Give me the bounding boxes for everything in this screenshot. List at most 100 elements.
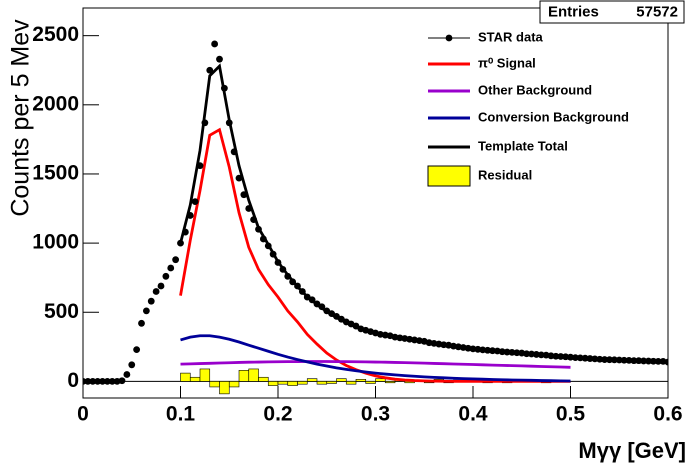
data-point	[264, 242, 272, 250]
data-point	[630, 357, 638, 365]
data-point	[142, 307, 150, 315]
residual-bar	[228, 381, 240, 388]
y-tick-label: 500	[44, 300, 79, 323]
data-point	[201, 119, 209, 127]
data-point	[216, 55, 223, 63]
data-point	[308, 296, 316, 304]
data-point	[162, 272, 170, 280]
stats-label: Entries	[548, 3, 599, 20]
x-tick-label: 0.5	[556, 403, 586, 426]
residual-bar	[345, 381, 357, 385]
data-point	[620, 356, 628, 364]
residual-bar	[238, 370, 250, 382]
data-point	[279, 265, 287, 273]
data-point	[489, 347, 496, 355]
legend-swatch	[427, 165, 471, 187]
fit-curve	[180, 360, 571, 369]
data-point	[649, 357, 657, 365]
residual-bar	[365, 381, 376, 384]
data-point	[289, 278, 297, 286]
x-axis-label: Mγγ [GeV]	[578, 438, 686, 463]
data-point	[108, 378, 116, 385]
residual-bar	[287, 381, 298, 386]
x-tick-label: 0.4	[458, 403, 488, 426]
data-point	[469, 345, 477, 353]
data-point	[498, 348, 506, 356]
data-point	[294, 282, 301, 290]
residual-bar	[326, 381, 337, 384]
data-point	[664, 358, 668, 366]
y-tick-label: 1500	[32, 162, 79, 185]
residual-bar	[336, 378, 347, 382]
data-point	[235, 174, 243, 182]
data-point	[591, 355, 599, 363]
data-point	[103, 378, 111, 385]
data-point	[128, 361, 136, 369]
data-point	[610, 356, 618, 364]
data-point	[138, 319, 145, 327]
data-point	[596, 355, 604, 363]
data-point	[181, 228, 189, 236]
x-tick-label: 0.2	[263, 403, 292, 426]
legend-marker	[445, 34, 453, 42]
residual-bar	[180, 372, 191, 382]
x-tick-label: 0	[77, 403, 89, 426]
data-point	[645, 357, 652, 365]
residual-bar	[258, 376, 269, 382]
data-point	[547, 352, 555, 360]
data-point	[172, 256, 180, 264]
data-point	[503, 348, 511, 356]
data-point	[147, 297, 155, 305]
data-point	[99, 378, 106, 385]
data-point	[284, 272, 292, 280]
data-point	[635, 357, 643, 365]
stats-box	[539, 0, 685, 24]
legend-label: Residual	[478, 167, 532, 182]
data-point	[606, 356, 613, 364]
data-point	[513, 349, 521, 357]
legend-label: STAR data	[478, 29, 544, 44]
x-tick-label: 0.1	[166, 403, 196, 426]
data-point	[118, 377, 126, 385]
data-point	[196, 162, 204, 170]
data-point	[601, 356, 609, 363]
data-point	[259, 235, 267, 243]
y-tick-label: 1000	[32, 231, 79, 254]
legend-label: π⁰ Signal	[478, 55, 536, 70]
residual-bar	[267, 381, 279, 386]
fit-curve	[180, 334, 571, 383]
data-point	[133, 346, 141, 353]
residual-bar	[209, 381, 220, 388]
data-point	[186, 212, 194, 219]
data-point	[245, 205, 253, 212]
data-point	[484, 346, 492, 354]
data-point	[240, 191, 248, 199]
plot-area	[83, 40, 668, 395]
data-point	[615, 356, 623, 364]
data-point	[576, 354, 584, 362]
data-point	[562, 353, 570, 361]
fit-curve	[179, 127, 571, 383]
residual-bar	[375, 378, 386, 382]
data-point	[586, 355, 594, 362]
x-tick-label: 0.6	[653, 403, 682, 426]
data-point	[528, 350, 535, 358]
data-point	[479, 346, 487, 354]
y-tick-label: 0	[67, 369, 79, 392]
data-point	[123, 371, 131, 378]
legend-label: Template Total	[478, 138, 568, 153]
residual-bar	[384, 381, 396, 384]
data-point	[191, 198, 199, 206]
data-point	[274, 259, 282, 266]
legend-label: Other Background	[478, 82, 592, 97]
residual-bar	[219, 381, 230, 395]
residual-bar	[199, 368, 211, 382]
data-point	[152, 288, 160, 295]
data-point	[220, 84, 228, 92]
data-point	[581, 354, 589, 362]
data-point	[206, 66, 214, 74]
x-tick-label: 0.3	[361, 403, 390, 426]
stats-value: 57572	[636, 3, 678, 20]
data-point	[225, 119, 233, 127]
